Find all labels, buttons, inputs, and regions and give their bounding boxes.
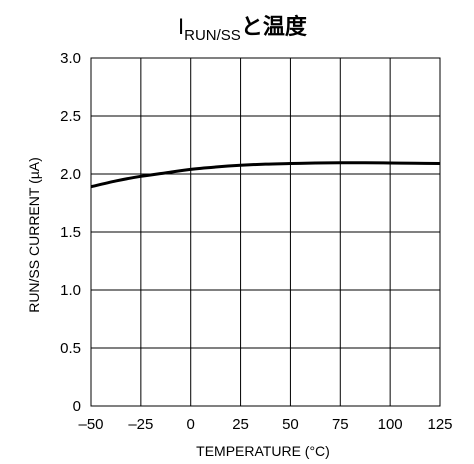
y-axis-label: RUN/SS CURRENT (µA) xyxy=(26,157,42,313)
y-tick-label: 0.5 xyxy=(60,340,81,357)
x-tick-label: –25 xyxy=(128,416,153,433)
grid xyxy=(90,57,441,407)
x-tick-label: 25 xyxy=(232,416,249,433)
chart-title: IRUN/SSと温度 xyxy=(178,14,308,44)
y-tick-label: 0 xyxy=(73,398,81,415)
y-tick-labels: 0 0.5 1.0 1.5 2.0 2.5 3.0 xyxy=(60,50,81,415)
y-tick-label: 2.0 xyxy=(60,166,81,183)
x-tick-label: 75 xyxy=(332,416,349,433)
x-tick-label: 50 xyxy=(282,416,299,433)
chart-title-main: I xyxy=(178,14,184,39)
x-tick-labels: –50 –25 0 25 50 75 100 125 xyxy=(78,416,452,433)
chart-title-subscript: RUN/SS xyxy=(184,27,241,44)
chart-title-suffix: と温度 xyxy=(241,14,308,40)
series-line xyxy=(90,161,441,189)
plot-frame xyxy=(90,57,441,407)
x-tick-label: 100 xyxy=(378,416,403,433)
series-layer xyxy=(90,161,441,189)
y-tick-label: 1.0 xyxy=(60,282,81,299)
x-tick-label: –50 xyxy=(78,416,103,433)
y-tick-label: 2.5 xyxy=(60,108,81,125)
y-tick-label: 1.5 xyxy=(60,224,81,241)
x-tick-label: 0 xyxy=(187,416,195,433)
y-tick-label: 3.0 xyxy=(60,50,81,67)
x-axis-label: TEMPERATURE (°C) xyxy=(196,443,330,459)
x-tick-label: 125 xyxy=(427,416,452,433)
